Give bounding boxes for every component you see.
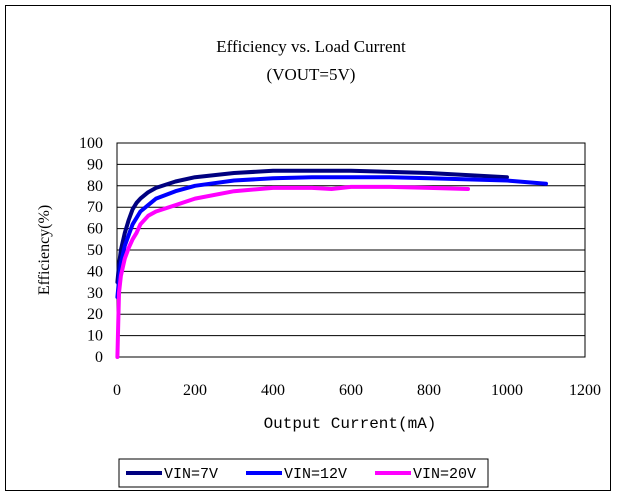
y-tick-label: 70 [87,199,103,216]
x-tick-label: 600 [339,382,363,399]
series-line-1 [115,168,509,285]
chart-frame [5,5,611,491]
grid-lines [117,142,585,358]
y-tick-label: 60 [87,221,103,238]
series-line-3 [115,184,470,359]
y-tick-label: 100 [79,135,103,152]
x-tick-label: 200 [183,382,207,399]
y-tick-label: 30 [87,285,103,302]
x-tick-label: 0 [113,382,121,399]
x-tick-label: 400 [261,382,285,399]
y-tick-label: 50 [87,242,103,259]
y-tick-label: 80 [87,178,103,195]
axes [116,142,586,358]
y-tick-label: 20 [87,306,103,323]
x-tick-label: 1000 [491,382,523,399]
plot-area-border [116,142,586,358]
series-lines [115,168,548,359]
chart-title: Efficiency vs. Load Current [216,37,406,56]
y-tick-label: 90 [87,156,103,173]
x-tick-labels: 0 200 400 600 800 1000 1200 [113,382,601,399]
legend: VIN=7V VIN=12V VIN=20V [126,466,476,483]
y-tick-label: 0 [95,349,103,366]
legend-label-2: VIN=12V [284,466,347,483]
series-line-2 [115,175,548,300]
legend-label-3: VIN=20V [413,466,476,483]
x-tick-label: 1200 [569,382,601,399]
chart-subtitle: (VOUT=5V) [267,65,356,84]
legend-label-1: VIN=7V [164,466,218,483]
x-axis-label: Output Current(mA) [264,415,437,433]
legend-box [118,458,489,488]
x-tick-label: 800 [417,382,441,399]
y-tick-label: 10 [87,328,103,345]
y-axis-label: Efficiency(%) [36,205,53,295]
y-tick-label: 40 [87,263,103,280]
y-tick-labels: 0 10 20 30 40 50 60 70 80 90 100 [79,135,103,366]
